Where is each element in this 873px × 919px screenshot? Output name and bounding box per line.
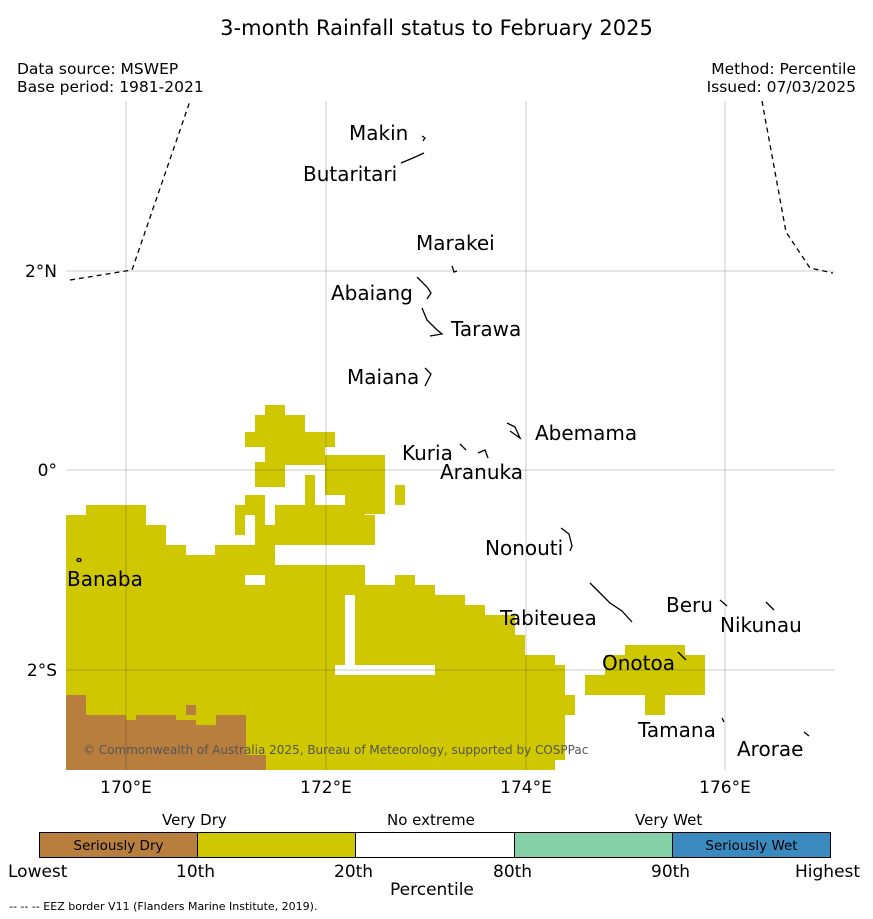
legend-box-very-dry: [197, 832, 356, 858]
legend-tick-10: 10th: [176, 862, 216, 882]
island-label: Beru: [666, 593, 713, 617]
aranuka-outline: [477, 449, 489, 459]
butaritari-outline: [400, 152, 425, 164]
beru-outline: [719, 599, 728, 607]
graticule: [66, 101, 835, 770]
very-dry-region: [66, 405, 705, 770]
island-label: Arorae: [737, 737, 803, 761]
legend-no-extreme: No extreme: [387, 811, 475, 829]
abemama-outline: [506, 422, 522, 440]
island-label: Butaritari: [303, 162, 397, 186]
maiana-outline: [424, 367, 432, 387]
legend-tick-lowest: Lowest: [8, 862, 68, 882]
legend-box-no-extreme: [355, 832, 515, 858]
legend-tick-90: 90th: [651, 862, 691, 882]
eez-footnote: -- -- -- EEZ border V11 (Flanders Marine…: [9, 900, 318, 913]
map-title: 3-month Rainfall status to February 2025: [220, 16, 653, 40]
legend-axis-label: Percentile: [390, 880, 474, 900]
lon-tick-label: 176°E: [699, 778, 751, 798]
legend-box-seriously-dry: Seriously Dry: [39, 832, 198, 858]
island-label: Marakei: [416, 231, 495, 255]
island-outlines: [76, 135, 810, 737]
legend-very-dry: Very Dry: [162, 811, 227, 829]
legend-box-seriously-wet: Seriously Wet: [672, 832, 831, 858]
abaiang-outline: [416, 276, 432, 300]
lon-tick-label: 174°E: [500, 778, 552, 798]
island-label: Tabiteuea: [499, 606, 597, 630]
arorae-outline: [803, 731, 810, 737]
tabiteuea-outline: [589, 582, 633, 623]
island-label: Aranuka: [440, 460, 523, 484]
legend-tick-80: 80th: [493, 862, 533, 882]
island-label: Tamana: [637, 718, 716, 742]
makin-outline: [421, 135, 426, 142]
island-label: Tarawa: [450, 317, 521, 341]
onotoa-outline: [677, 651, 687, 661]
legend-tick-20: 20th: [334, 862, 374, 882]
tarawa-outline: [421, 307, 444, 337]
island-label: Banaba: [67, 567, 143, 591]
nonouti-outline: [560, 527, 573, 552]
no-extreme-gaps: [245, 470, 355, 675]
data-source: Data source: MSWEP: [17, 60, 179, 78]
method: Method: Percentile: [711, 60, 856, 78]
axis-ticks: 170°E 172°E 174°E 176°E 2°N 0° 2°S: [25, 262, 751, 798]
island-labels: Makin Butaritari Marakei Abaiang Tarawa …: [67, 121, 803, 761]
lat-tick-label: 0°: [38, 461, 57, 481]
island-label: Onotoa: [602, 651, 675, 675]
legend-tick-highest: Highest: [795, 862, 861, 882]
copyright-notice: © Commonwealth of Australia 2025, Bureau…: [83, 743, 588, 757]
island-label: Abaiang: [331, 281, 413, 305]
lat-tick-label: 2°N: [25, 262, 57, 282]
eez-border: [69, 100, 834, 281]
island-label: Kuria: [402, 441, 453, 465]
issued-date: Issued: 07/03/2025: [706, 78, 856, 96]
legend-box-very-wet: [514, 832, 673, 858]
marakei-outline: [451, 265, 458, 273]
banaba-outline: [76, 557, 82, 563]
island-label: Abemama: [535, 421, 637, 445]
legend-very-wet: Very Wet: [635, 811, 703, 829]
nikunau-outline: [765, 601, 775, 611]
rainfall-map: Makin Butaritari Marakei Abaiang Tarawa …: [25, 100, 835, 798]
kuria-outline: [459, 443, 467, 451]
lon-tick-label: 170°E: [100, 778, 152, 798]
lat-tick-label: 2°S: [27, 661, 57, 681]
island-label: Maiana: [347, 365, 419, 389]
island-label: Makin: [349, 121, 408, 145]
tamana-outline: [721, 717, 725, 723]
island-label: Nonouti: [485, 536, 563, 560]
lon-tick-label: 172°E: [300, 778, 352, 798]
island-label: Nikunau: [720, 613, 802, 637]
seriously-dry-foreground: [66, 695, 266, 770]
base-period: Base period: 1981-2021: [17, 78, 204, 96]
